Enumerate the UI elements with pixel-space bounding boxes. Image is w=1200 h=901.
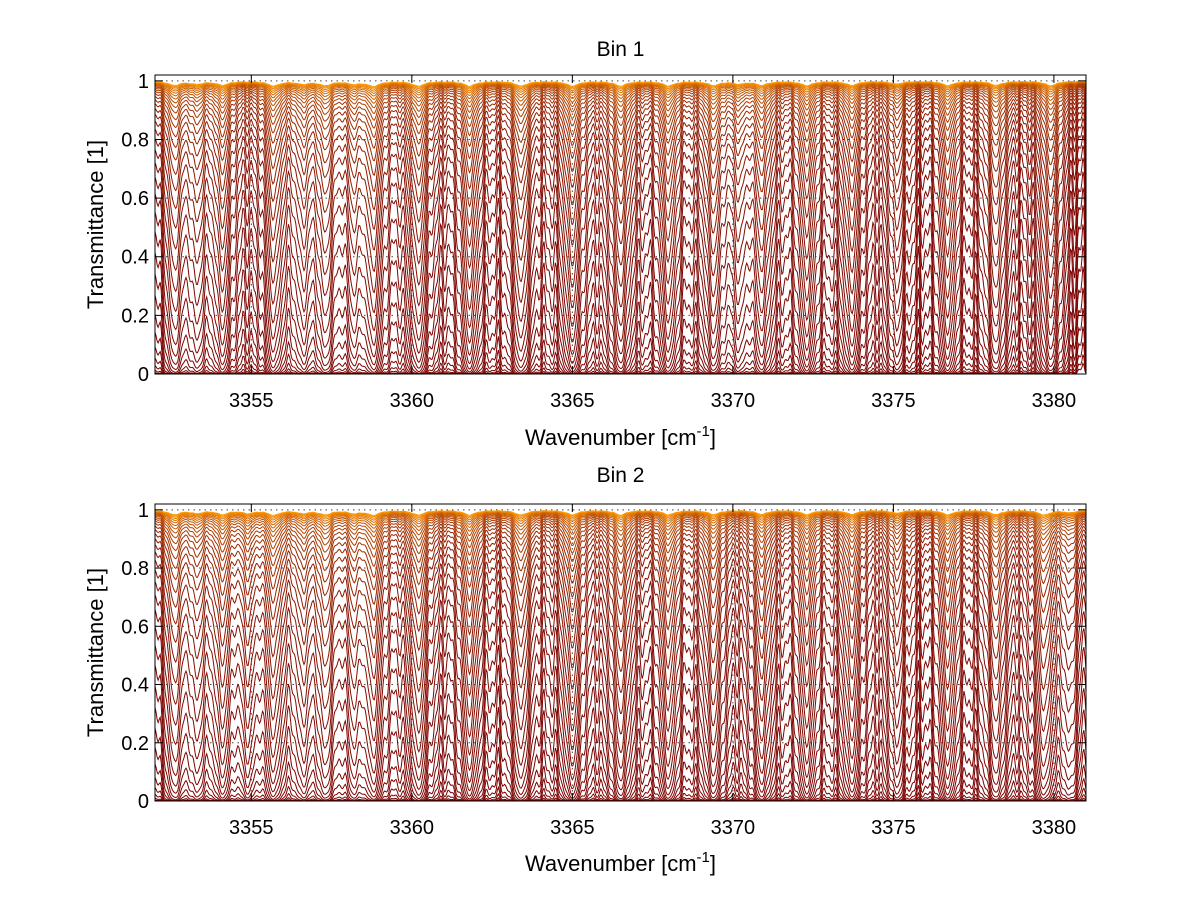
series-line <box>155 521 1086 605</box>
series-line <box>155 774 1086 801</box>
series-line <box>155 157 1086 371</box>
x-tick-label: 3360 <box>390 390 435 412</box>
series-line <box>155 354 1086 374</box>
series-line <box>155 171 1086 373</box>
series-line <box>155 511 1086 529</box>
series-line <box>155 516 1086 567</box>
series-line <box>155 519 1086 591</box>
y-tick-label: 0.6 <box>121 188 149 210</box>
series-line <box>155 640 1086 800</box>
panel-bin-1: 3355 3360 3365 3370 3375 3380 0 0.2 0.4 0.6 0.8 1 Bi… <box>83 38 1087 450</box>
series-line <box>155 557 1086 742</box>
series-line <box>155 224 1086 374</box>
panel-bin-2: 3355 3360 3365 3370 3375 3380 0 0.2 0.4 0.6 0.8 1 Bi… <box>83 464 1087 876</box>
series-line <box>155 535 1086 680</box>
series-line <box>155 84 1086 138</box>
series-line <box>155 82 1086 114</box>
series-line <box>155 659 1086 801</box>
series-line <box>155 512 1086 538</box>
series-line <box>155 134 1086 358</box>
y-tick-label: 0.2 <box>121 733 149 755</box>
y-tick-label: 0.8 <box>121 558 149 580</box>
y-axis-label: Transmittance [1] <box>83 568 108 737</box>
series-line <box>155 83 1086 121</box>
series-line <box>155 110 1086 314</box>
series-line <box>155 124 1086 347</box>
series-line <box>155 245 1086 374</box>
y-tick-label: 0.8 <box>121 129 149 151</box>
series-line <box>155 187 1086 374</box>
y-tick-label: 0 <box>138 364 149 386</box>
series-line <box>155 621 1086 798</box>
series-line <box>155 145 1086 366</box>
series-line <box>155 701 1086 801</box>
series-line <box>155 590 1086 785</box>
axes-frame <box>154 503 1087 802</box>
x-axis-label: Wavenumber [cm-1] <box>525 423 716 450</box>
y-tick-label: 0.2 <box>121 305 149 327</box>
x-tick-label: 3360 <box>390 817 435 839</box>
series-line <box>155 308 1086 374</box>
series-line <box>155 88 1086 176</box>
series-line <box>155 722 1086 801</box>
series-line <box>155 605 1086 793</box>
series-line <box>155 541 1086 701</box>
series-line <box>155 524 1086 622</box>
series-line <box>155 527 1086 640</box>
series-line <box>155 90 1086 193</box>
x-axis-label: Wavenumber [cm-1] <box>525 849 716 876</box>
x-tick-label: 3380 <box>1032 817 1077 839</box>
series-line <box>155 85 1086 149</box>
series-line <box>155 513 1086 543</box>
series-line <box>155 514 1086 558</box>
y-tick-label: 0.4 <box>121 247 149 269</box>
x-tick-label: 3355 <box>229 390 274 412</box>
series-line <box>155 105 1086 294</box>
y-tick-label: 1 <box>138 71 149 93</box>
y-tick-label: 0.6 <box>121 616 149 638</box>
axes-frame <box>154 74 1087 375</box>
series-line <box>155 791 1086 801</box>
series-line <box>155 80 1086 88</box>
series-line <box>155 326 1086 374</box>
series-line <box>155 578 1086 774</box>
y-tick-label: 0 <box>138 791 149 813</box>
x-tick-label: 3380 <box>1032 390 1077 412</box>
series-line <box>155 567 1086 760</box>
chart-title: Bin 1 <box>597 38 645 61</box>
x-tick-label: 3375 <box>871 390 916 412</box>
series-line <box>155 266 1086 374</box>
series-line <box>155 116 1086 332</box>
series-line <box>155 81 1086 100</box>
x-tick-label: 3365 <box>550 817 595 839</box>
series-line <box>155 94 1086 230</box>
series-line <box>155 514 1086 550</box>
series-line <box>155 83 1086 129</box>
series-line <box>155 101 1086 273</box>
series-group <box>155 509 1086 801</box>
y-tick-label: 0.4 <box>121 675 149 697</box>
y-tick-label: 1 <box>138 500 149 522</box>
series-line <box>155 86 1086 162</box>
series-line <box>155 82 1086 109</box>
x-tick-label: 3370 <box>711 817 756 839</box>
x-tick-label: 3375 <box>871 817 916 839</box>
series-line <box>155 785 1086 801</box>
x-tick-label: 3365 <box>550 390 595 412</box>
series-line <box>155 517 1086 578</box>
series-line <box>155 511 1086 533</box>
series-group <box>155 80 1086 374</box>
series-line <box>155 549 1086 722</box>
x-tick-label: 3370 <box>711 390 756 412</box>
series-line <box>155 342 1086 374</box>
series-line <box>155 97 1086 251</box>
y-axis-label: Transmittance [1] <box>83 140 108 309</box>
chart-title: Bin 2 <box>597 464 645 487</box>
series-line <box>155 531 1086 659</box>
series-line <box>155 81 1086 104</box>
x-tick-label: 3355 <box>229 817 274 839</box>
series-line <box>155 509 1086 517</box>
series-line <box>155 92 1086 211</box>
